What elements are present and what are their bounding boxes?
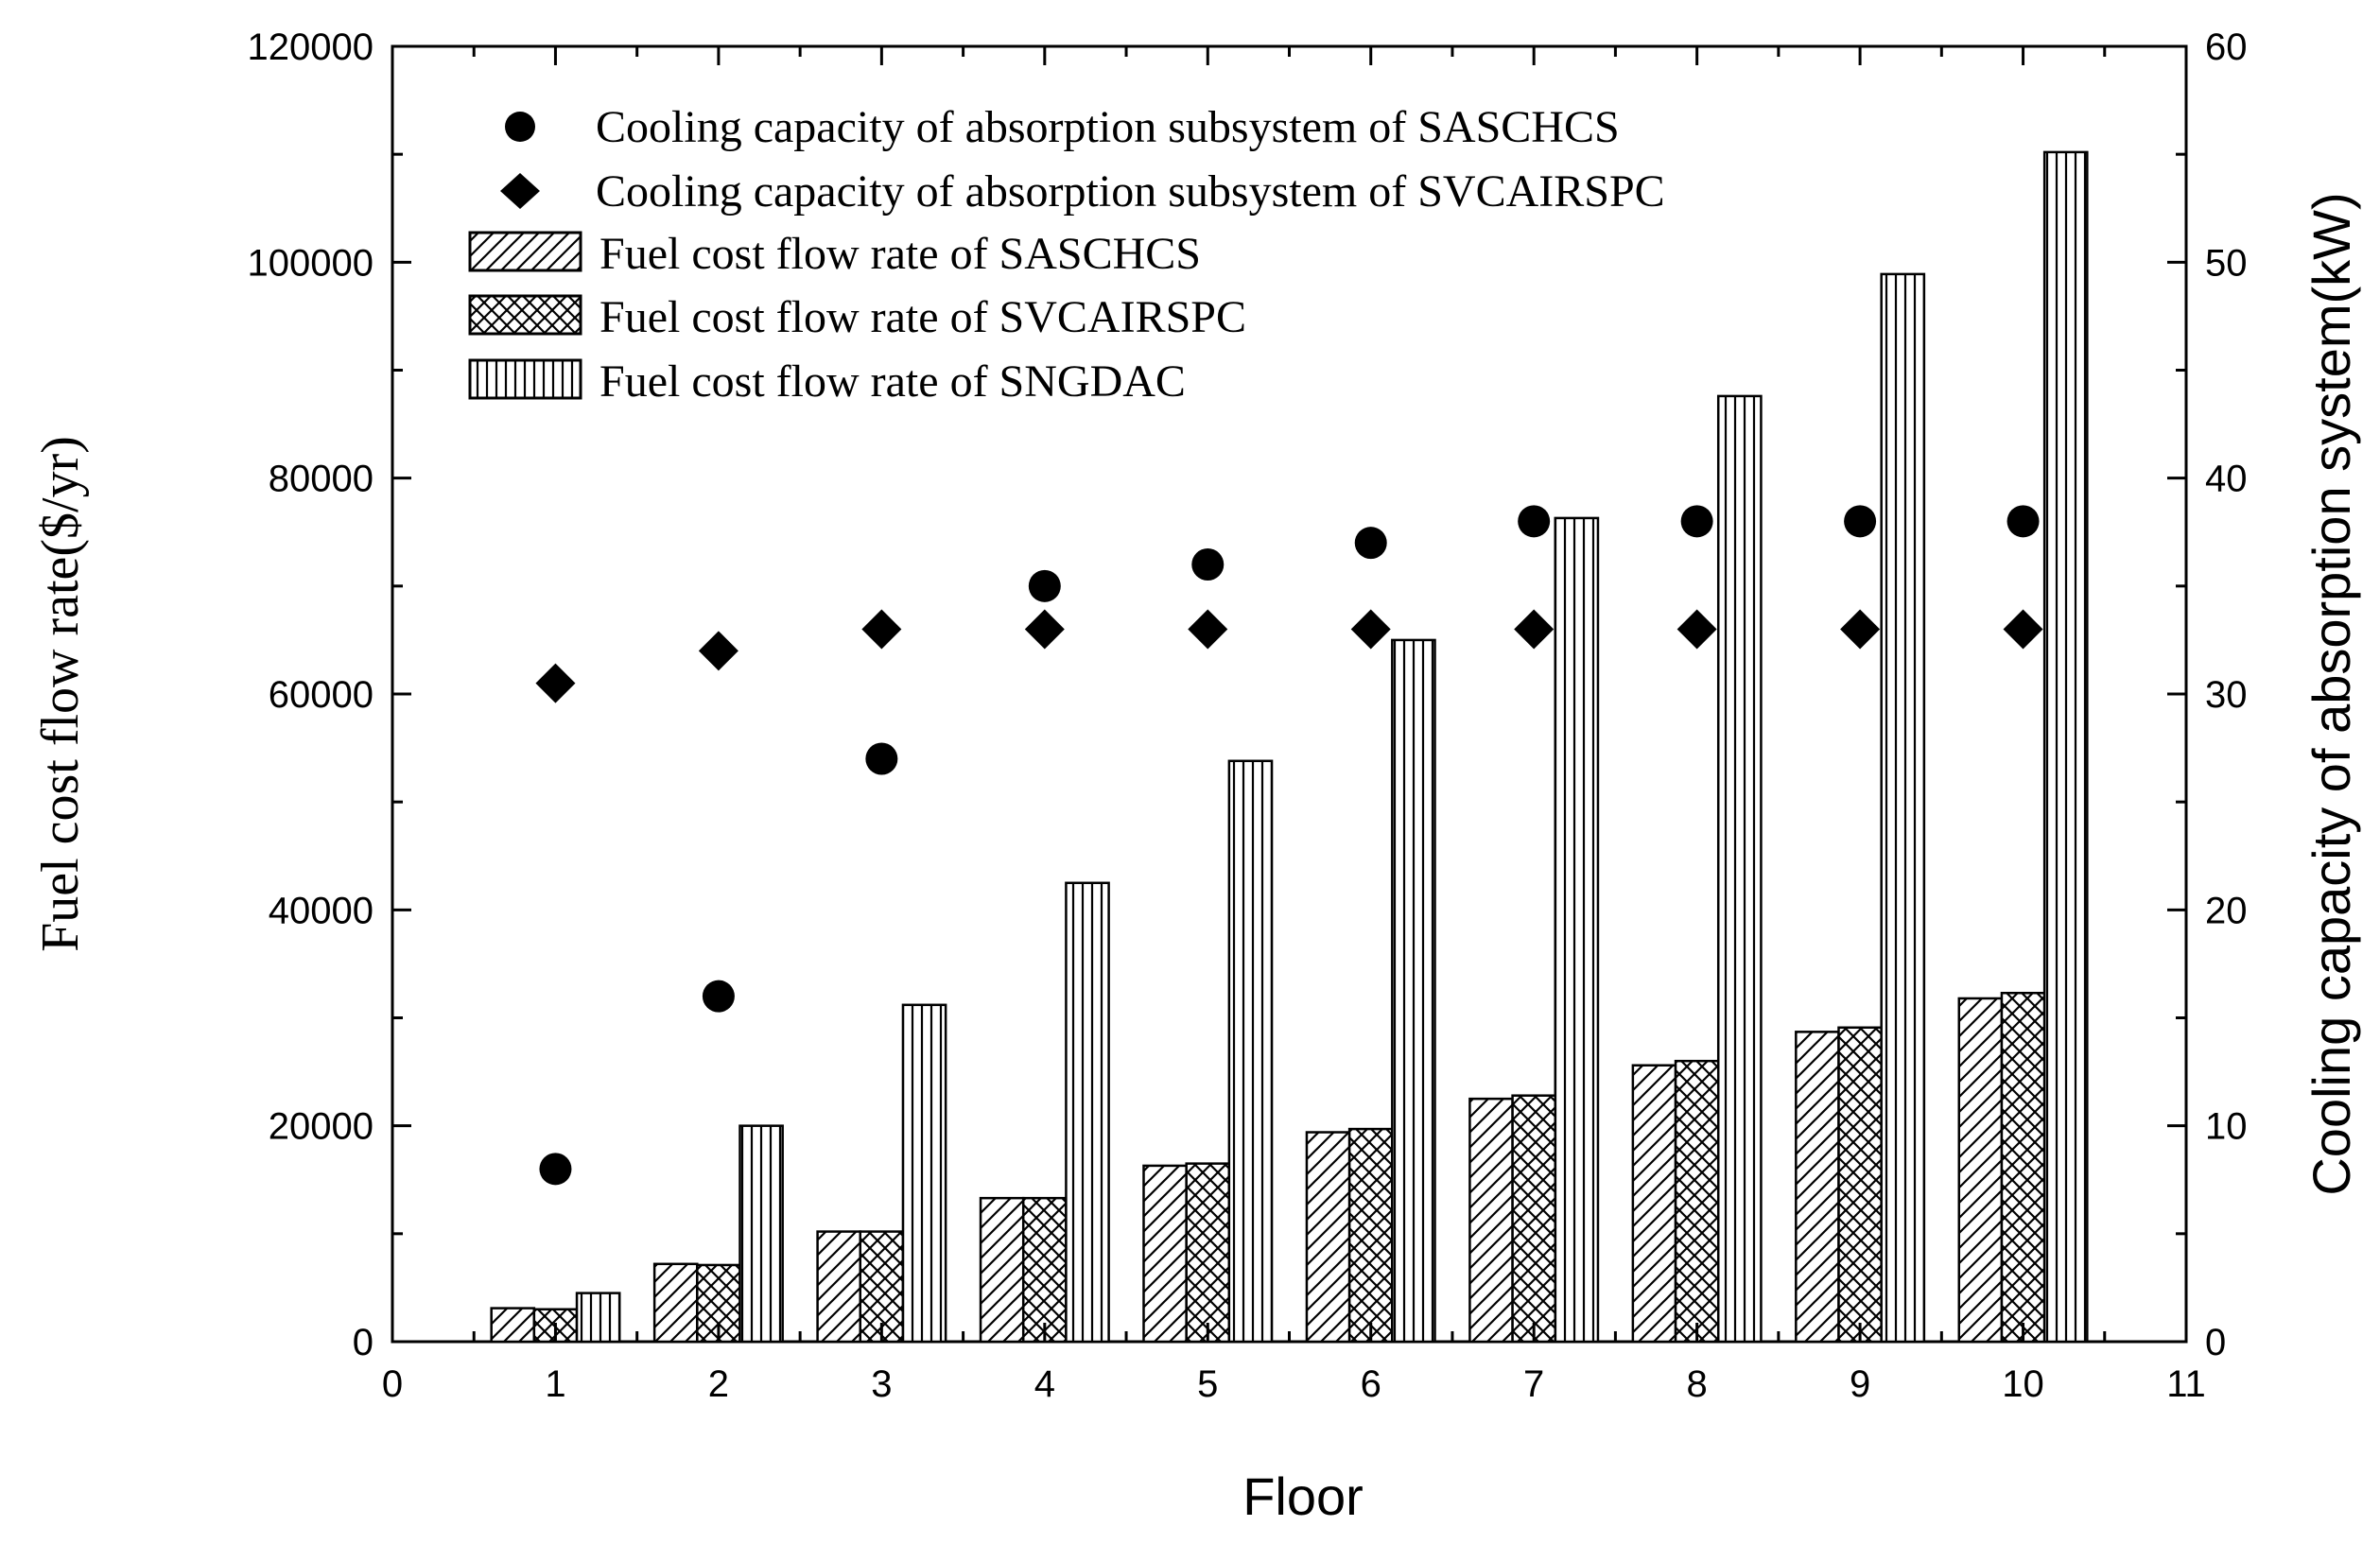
legend-label-bar-1: Fuel cost flow rate of SASCHCS [599,229,1201,279]
bar-diagonal-floor-9 [1795,1031,1840,1344]
marker-circle-floor-5 [1191,548,1225,581]
bar-vertical-floor-7 [1554,516,1600,1344]
y-right-tick-label: 0 [2205,1322,2226,1363]
x-tick-label: 5 [1197,1363,1218,1405]
marker-diamond-floor-9 [1840,609,1881,650]
x-tick-label: 9 [1850,1363,1870,1405]
bar-diagonal-floor-8 [1631,1064,1677,1344]
legend-swatch-vertical [468,358,582,400]
marker-circle-floor-6 [1354,527,1387,560]
y-left-tick-label: 120000 [248,26,374,68]
marker-diamond-floor-6 [1350,609,1391,650]
marker-circle-floor-10 [2006,505,2040,538]
markers-layer [535,505,2043,1186]
x-axis-title: Floor [1242,1466,1364,1526]
y-right-axis-title: Cooling capacity of absorption system(kW… [2302,192,2361,1195]
y-left-tick-label: 60000 [269,674,374,716]
y-left-tick-label: 0 [353,1322,374,1363]
marker-diamond-floor-5 [1188,609,1228,650]
x-tick-label: 1 [545,1363,565,1405]
y-left-tick-label: 100000 [248,242,374,284]
legend-label-bar-2: Fuel cost flow rate of SVCAIRSPC [599,292,1246,342]
bar-vertical-floor-2 [738,1124,784,1344]
bar-vertical-floor-3 [901,1003,947,1344]
y-right-tick-label: 40 [2205,459,2248,500]
marker-diamond-floor-8 [1676,609,1717,650]
bar-vertical-floor-4 [1065,881,1110,1344]
bar-vertical-floor-8 [1716,394,1763,1344]
x-tick-label: 7 [1523,1363,1544,1405]
marker-circle-floor-1 [539,1153,572,1186]
x-tick-label: 2 [708,1363,729,1405]
marker-circle-floor-4 [1028,569,1061,602]
marker-diamond-floor-10 [2003,609,2043,650]
bar-diagonal-floor-6 [1305,1131,1351,1344]
marker-diamond-floor-3 [861,609,902,650]
bar-vertical-floor-6 [1391,638,1436,1344]
legend-label-bar-3: Fuel cost flow rate of SNGDAC [599,356,1186,407]
bars-layer [490,150,2089,1344]
bar-diagonal-floor-10 [1957,997,2004,1344]
x-tick-label: 0 [382,1363,403,1405]
marker-diamond-floor-4 [1024,609,1065,650]
x-tick-label: 11 [2166,1363,2206,1405]
bar-vertical-floor-1 [575,1292,621,1344]
bar-vertical-floor-5 [1227,759,1274,1344]
y-left-tick-label: 80000 [269,459,374,500]
legend-circle-marker [505,112,535,142]
marker-circle-floor-8 [1680,505,1713,538]
bar-crosshatch-floor-10 [2000,991,2046,1344]
bar-crosshatch-floor-5 [1185,1162,1231,1344]
bar-diagonal-floor-4 [979,1196,1025,1344]
x-tick-label: 8 [1687,1363,1708,1405]
bar-crosshatch-floor-8 [1674,1059,1720,1344]
y-right-tick-label: 20 [2205,890,2248,931]
bar-diagonal-floor-7 [1468,1097,1514,1344]
x-tick-label: 10 [2002,1363,2044,1405]
y-right-tick-label: 60 [2205,26,2248,68]
ticks-layer [391,44,2188,1344]
legend-diamond-marker [500,173,540,209]
bar-diagonal-floor-1 [490,1307,536,1344]
marker-circle-floor-9 [1844,505,1877,538]
marker-circle-floor-3 [865,742,898,775]
y-right-tick-label: 10 [2205,1106,2248,1148]
bar-crosshatch-floor-4 [1021,1196,1068,1344]
bar-vertical-floor-9 [1880,272,1926,1344]
y-right-tick-label: 50 [2205,242,2248,284]
bar-diagonal-floor-5 [1142,1164,1188,1344]
legend-label-scatter-2: Cooling capacity of absorption subsystem… [596,166,1665,217]
legend-label-scatter-1: Cooling capacity of absorption subsystem… [596,102,1620,152]
bar-crosshatch-floor-9 [1837,1026,1883,1344]
bar-vertical-floor-10 [2042,150,2089,1344]
y-left-tick-label: 20000 [269,1106,374,1148]
marker-diamond-floor-1 [535,663,576,703]
marker-diamond-floor-7 [1514,609,1555,650]
tick-labels-layer: 0 1 2 3 4 5 6 7 8 9 10 1102000040000600008000010000… [248,26,2248,1405]
bar-crosshatch-floor-7 [1511,1094,1557,1344]
y-left-axis-title: Fuel cost flow rate($/yr) [31,436,90,952]
bar-diagonal-floor-2 [652,1262,699,1344]
marker-diamond-floor-2 [698,631,738,671]
bar-diagonal-floor-3 [816,1230,862,1344]
legend-swatch-diagonal [468,231,582,272]
y-left-tick-label: 40000 [269,890,374,931]
legend: Cooling capacity of absorption subsystem… [468,102,1665,407]
y-right-tick-label: 30 [2205,674,2248,716]
legend-swatch-crosshatch [468,294,582,336]
x-tick-label: 6 [1361,1363,1381,1405]
x-tick-label: 4 [1034,1363,1055,1405]
marker-circle-floor-7 [1518,505,1551,538]
x-tick-label: 3 [871,1363,892,1405]
bar-crosshatch-floor-6 [1347,1127,1394,1344]
marker-circle-floor-2 [702,980,735,1013]
